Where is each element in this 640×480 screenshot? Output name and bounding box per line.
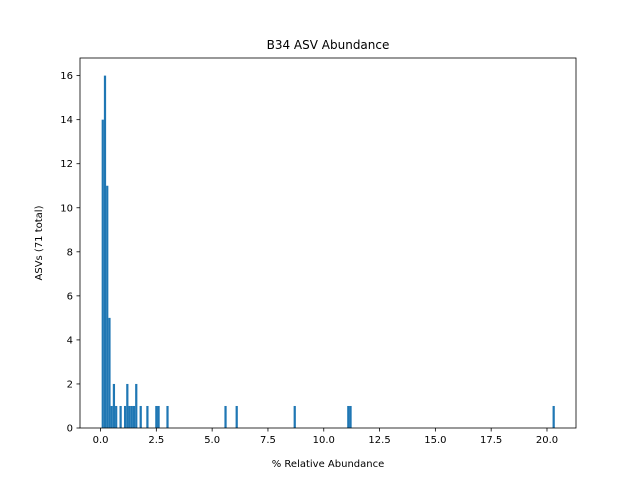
histogram-bar	[128, 405, 131, 428]
x-tick-label: 7.5	[260, 435, 276, 446]
histogram-bar	[123, 405, 127, 428]
histogram-bar	[112, 383, 116, 428]
histogram-bar	[130, 405, 133, 428]
y-tick-label: 10	[60, 203, 73, 214]
histogram-bar	[106, 185, 109, 428]
histogram-bar	[119, 405, 122, 428]
bars-group	[101, 75, 555, 429]
histogram-bar	[166, 405, 169, 428]
y-tick-label: 8	[67, 247, 73, 258]
plot-frame	[79, 57, 577, 429]
x-tick-label: 5.0	[204, 435, 220, 446]
histogram-bar	[115, 405, 118, 428]
chart-title: B34 ASV Abundance	[267, 38, 390, 52]
x-tick-label: 2.5	[148, 435, 164, 446]
x-tick-label: 20.0	[536, 435, 558, 446]
histogram-bar	[126, 383, 129, 428]
y-tick-label: 0	[67, 424, 73, 435]
y-tick-label: 4	[67, 335, 73, 346]
x-tick-label: 10.0	[313, 435, 335, 446]
y-tick-label: 2	[67, 379, 73, 390]
histogram-bar	[101, 119, 104, 429]
histogram-bar	[347, 405, 350, 428]
y-tick-label: 12	[60, 159, 73, 170]
histogram-bar	[110, 405, 113, 428]
histogram-bar	[157, 405, 160, 428]
y-tick-label: 14	[60, 115, 73, 126]
histogram-bar	[135, 383, 138, 428]
histogram-bar	[349, 405, 352, 428]
histogram-bar	[235, 405, 238, 428]
x-axis-label: % Relative Abundance	[272, 459, 385, 470]
histogram-bar	[224, 405, 227, 428]
y-axis-label: ASVs (71 total)	[34, 205, 45, 280]
histogram-bar	[293, 405, 296, 428]
y-axis: 0 2 4 6 8 10 12 14 16	[60, 71, 80, 435]
histogram-bar	[103, 75, 107, 429]
histogram-bar	[139, 405, 142, 428]
histogram-bar	[155, 405, 158, 428]
histogram-bar	[132, 405, 136, 428]
histogram-bar	[146, 405, 149, 428]
histogram-bar	[552, 405, 555, 428]
x-tick-label: 15.0	[424, 435, 446, 446]
x-tick-label: 0.0	[93, 435, 109, 446]
y-tick-label: 16	[60, 71, 73, 82]
x-tick-label: 12.5	[368, 435, 390, 446]
histogram-bar	[108, 317, 111, 428]
x-axis: 0.0 2.5 5.0 7.5 10.0 12.5 15.0 17.5 20.0	[93, 428, 558, 446]
x-tick-label: 17.5	[480, 435, 502, 446]
y-tick-label: 6	[67, 291, 73, 302]
